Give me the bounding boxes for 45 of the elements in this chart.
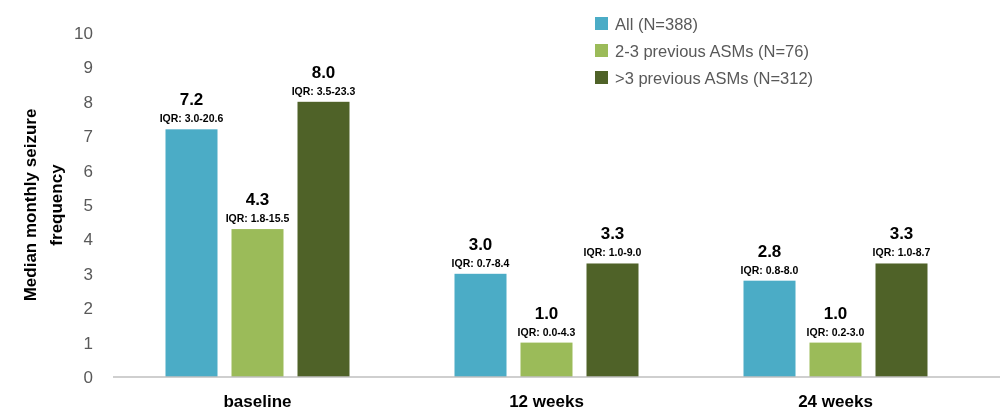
annotation: IQR: 0.8-8.0 — [740, 263, 799, 276]
x-tick-label: 24 weeks — [798, 392, 873, 411]
y-tick-label: 10 — [74, 23, 93, 43]
y-tick-label: 2 — [83, 299, 93, 319]
annotation: IQR: 1.0-8.7 — [872, 246, 931, 259]
legend-label: All (N=388) — [615, 14, 698, 33]
data-label: 3.3 — [600, 224, 625, 244]
annotation: IQR: 3.5-23.3 — [291, 84, 356, 97]
data-label: 4.3 — [245, 190, 270, 210]
y-tick-label: 7 — [83, 127, 93, 147]
data-label: 3.0 — [468, 234, 493, 254]
annotation: IQR: 1.0-9.0 — [583, 246, 642, 259]
data-label: 1.0 — [534, 303, 559, 323]
bar — [875, 263, 928, 377]
y-tick-label: 4 — [83, 230, 93, 250]
data-label: 1.0 — [823, 303, 848, 323]
annotation: IQR: 1.8-15.5 — [225, 212, 290, 225]
bar — [231, 229, 284, 377]
annotation: IQR: 3.0-20.6 — [159, 112, 224, 125]
y-axis-title: Median monthly seizure frequency — [21, 108, 66, 302]
y-tick-label: 5 — [83, 195, 93, 215]
data-label: 3.3 — [889, 224, 914, 244]
bar — [743, 280, 796, 377]
data-label: 2.8 — [757, 241, 782, 261]
x-tick-label: 12 weeks — [509, 392, 584, 411]
annotation: IQR: 0.2-3.0 — [806, 325, 865, 338]
y-tick-label: 0 — [83, 367, 93, 387]
annotation: IQR: 0.0-4.3 — [517, 325, 576, 338]
annotation: IQR: 0.7-8.4 — [451, 256, 510, 269]
x-tick-label: baseline — [223, 392, 292, 411]
y-tick-label: 9 — [83, 58, 93, 78]
bar — [586, 263, 639, 377]
bar — [165, 129, 218, 377]
y-tick-label: 6 — [83, 161, 93, 181]
data-label: 7.2 — [179, 90, 204, 110]
legend-label: >3 previous ASMs (N=312) — [615, 68, 814, 87]
y-tick-label: 3 — [83, 264, 93, 284]
y-tick-label: 8 — [83, 92, 93, 112]
bar — [520, 342, 573, 377]
bar — [809, 342, 862, 377]
bar — [454, 273, 507, 377]
legend-label: 2-3 previous ASMs (N=76) — [615, 41, 809, 60]
bar — [297, 101, 350, 377]
y-tick-label: 1 — [83, 333, 93, 353]
data-label: 8.0 — [311, 62, 336, 82]
